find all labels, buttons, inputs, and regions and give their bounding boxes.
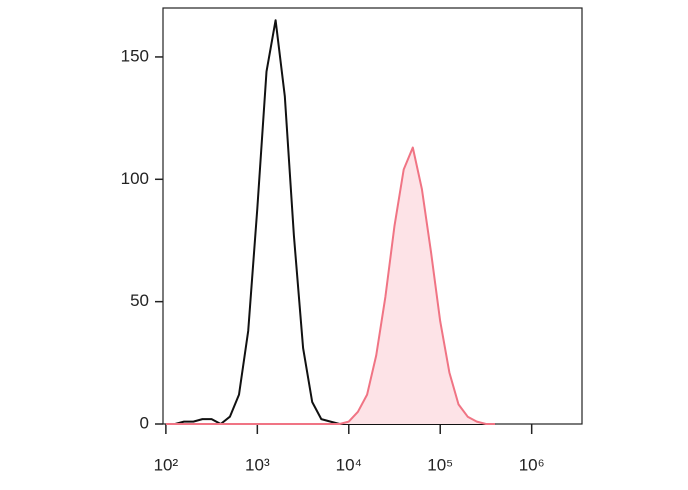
y-tick-label: 150 (121, 46, 149, 65)
y-tick-label: 0 (140, 413, 149, 432)
x-tick-label: 10² (154, 455, 179, 474)
y-tick-label: 50 (130, 291, 149, 310)
x-tick-label: 10⁶ (519, 455, 545, 474)
y-tick-label: 100 (121, 169, 149, 188)
x-tick-label: 10³ (245, 455, 270, 474)
plot-frame (162, 7, 583, 425)
x-tick-label: 10⁴ (336, 455, 362, 474)
x-tick-label: 10⁵ (427, 455, 453, 474)
series-area (165, 147, 496, 424)
series-line (165, 146, 496, 425)
